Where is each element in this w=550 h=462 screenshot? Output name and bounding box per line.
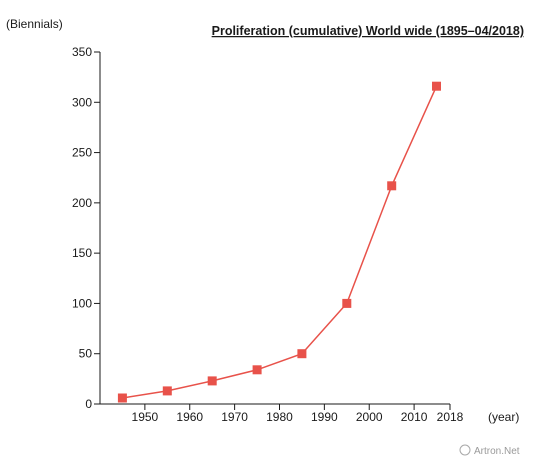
x-tick-label: 1970 — [221, 410, 248, 424]
watermark: Artron.Net — [459, 444, 520, 457]
data-point — [297, 349, 307, 359]
y-tick-label: 300 — [72, 95, 92, 109]
x-tick-label: 1950 — [132, 410, 159, 424]
y-tick-label: 0 — [85, 397, 92, 411]
y-axis-label: (Biennials) — [6, 17, 63, 31]
watermark-logo-icon — [459, 444, 471, 456]
data-point — [387, 181, 397, 191]
y-tick-label: 50 — [79, 347, 93, 361]
y-tick-label: 150 — [72, 246, 92, 260]
x-ticks: 1950 1960 1970 1980 1990 2000 2010 2018 — [132, 404, 464, 424]
x-tick-label: 2000 — [356, 410, 383, 424]
watermark-text: Artron.Net — [474, 446, 520, 457]
x-tick-label: 1980 — [266, 410, 293, 424]
series — [117, 81, 441, 403]
y-tick-label: 100 — [72, 296, 92, 310]
y-ticks: 0 50 100 150 200 250 300 350 — [72, 45, 100, 411]
x-tick-label: 1960 — [176, 410, 203, 424]
data-point — [207, 376, 217, 386]
data-point — [432, 81, 441, 91]
data-point — [162, 386, 172, 396]
data-point — [252, 365, 262, 375]
x-tick-label: 2010 — [401, 410, 428, 424]
y-tick-label: 350 — [72, 45, 92, 59]
x-tick-label: 1990 — [311, 410, 338, 424]
x-tick-label: 2018 — [437, 410, 464, 424]
data-point — [342, 298, 352, 308]
chart-title: Proliferation (cumulative) World wide (1… — [212, 24, 524, 38]
data-point — [117, 393, 127, 403]
y-tick-label: 250 — [72, 146, 92, 160]
series-line — [122, 85, 438, 399]
x-axis-label: (year) — [488, 410, 519, 424]
y-tick-label: 200 — [72, 196, 92, 210]
